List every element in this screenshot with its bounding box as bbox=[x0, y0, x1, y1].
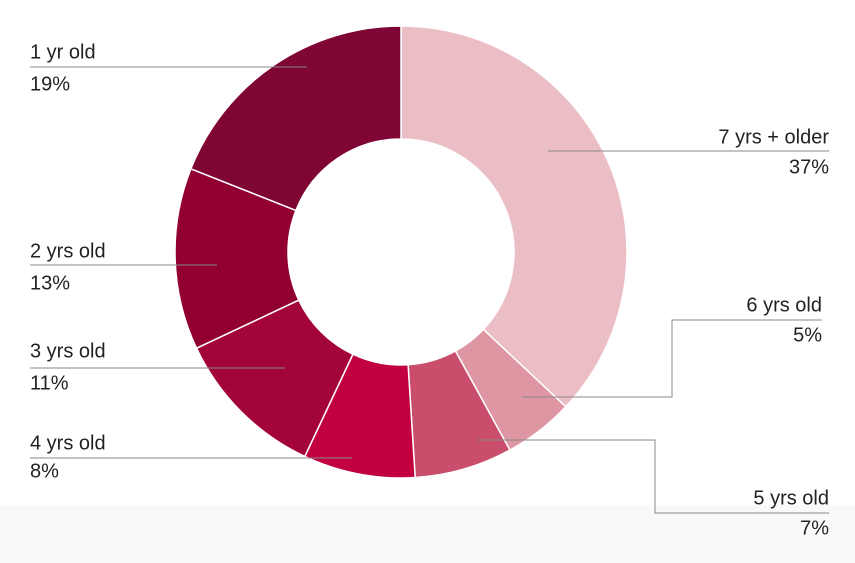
slice-value-label: 7% bbox=[800, 517, 829, 539]
slice-label: 2 yrs old bbox=[30, 240, 106, 262]
slice bbox=[400, 25, 628, 408]
slice-label: 5 yrs old bbox=[753, 487, 829, 509]
slice-label: 6 yrs old bbox=[746, 294, 822, 316]
slice-label: 7 yrs + older bbox=[718, 126, 829, 148]
leader-line bbox=[478, 439, 829, 514]
slice-value-label: 11% bbox=[30, 372, 69, 394]
slice-label: 1 yr old bbox=[30, 41, 96, 63]
leader-line bbox=[522, 319, 822, 398]
slice bbox=[189, 25, 402, 212]
slice-value-label: 37% bbox=[789, 156, 829, 178]
slice-value-label: 8% bbox=[30, 460, 59, 482]
slice-value-label: 13% bbox=[30, 272, 70, 294]
footer-band bbox=[0, 505, 855, 563]
slice-value-label: 5% bbox=[793, 324, 822, 346]
slice-label: 3 yrs old bbox=[30, 340, 106, 362]
slice-label: 4 yrs old bbox=[30, 432, 106, 454]
slice-value-label: 19% bbox=[30, 73, 70, 95]
